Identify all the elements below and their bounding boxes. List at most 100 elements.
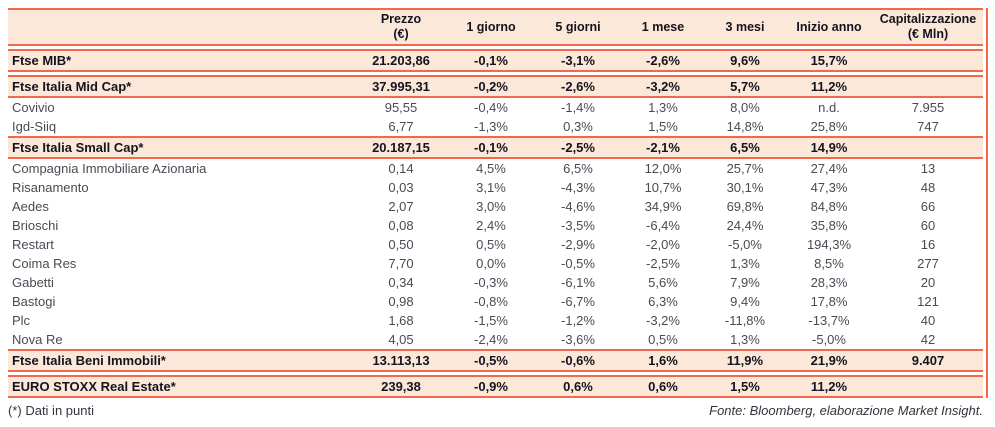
row-value: 12,0% xyxy=(644,161,682,176)
row-value: -11,8% xyxy=(724,313,766,328)
table-row-index: Ftse Italia Beni Immobili* 13.113,13 -0,5%… xyxy=(8,349,983,372)
row-value: 10,7% xyxy=(644,180,682,195)
source-note: Fonte: Bloomberg, elaborazione Market In… xyxy=(709,403,983,418)
row-value: 66 xyxy=(920,199,936,214)
row-value: 277 xyxy=(917,256,939,271)
row-name: Covivio xyxy=(12,100,55,115)
row-value xyxy=(873,138,983,157)
row-value: -2,5% xyxy=(646,256,680,271)
table-row-stock: Risanamento 0,03 3,1% -4,3% 10,7% 30,1% 47,3% 4… xyxy=(8,178,983,197)
row-name: Compagnia Immobiliare Azionaria xyxy=(12,161,207,176)
row-value: 20 xyxy=(920,275,936,290)
row-value: -0,1% xyxy=(474,53,508,68)
row-value: -4,3% xyxy=(561,180,595,195)
row-value: 69,8% xyxy=(726,199,764,214)
row-value: -2,6% xyxy=(646,53,680,68)
header-1-giorno: 1 giorno xyxy=(466,19,516,34)
table-row-stock: Bastogi 0,98 -0,8% -6,7% 6,3% 9,4% 17,8% 121 xyxy=(8,292,983,311)
row-value: 6,5% xyxy=(563,161,593,176)
row-value: -3,2% xyxy=(646,313,680,328)
row-name: EURO STOXX Real Estate* xyxy=(12,379,176,394)
row-value: -2,9% xyxy=(561,237,595,252)
header-3-mesi: 3 mesi xyxy=(725,19,765,34)
row-value: 0,34 xyxy=(388,275,414,290)
row-name: Bastogi xyxy=(12,294,56,309)
row-value: -0,3% xyxy=(474,275,508,290)
row-value: -2,6% xyxy=(561,79,595,94)
row-value: 9.407 xyxy=(911,353,945,368)
row-value: 17,8% xyxy=(810,294,848,309)
table-body: Ftse MIB* 21.203,86 -0,1% -3,1% -2,6% 9,6% 15,… xyxy=(8,49,983,398)
row-value: 1,3% xyxy=(730,256,760,271)
row-value: -0,9% xyxy=(474,379,508,394)
row-value: n.d. xyxy=(818,100,840,115)
row-name: Aedes xyxy=(12,199,49,214)
row-value: 37.995,31 xyxy=(372,79,430,94)
table-footer: (*) Dati in punti Fonte: Bloomberg, elab… xyxy=(8,403,988,418)
row-value: 1,3% xyxy=(730,332,760,347)
row-value: 6,77 xyxy=(388,119,414,134)
row-value: 13.113,13 xyxy=(372,353,430,368)
header-1-mese: 1 mese xyxy=(641,19,685,34)
row-value: -0,8% xyxy=(474,294,508,309)
row-value: 0,6% xyxy=(563,379,593,394)
row-value: 7,70 xyxy=(388,256,414,271)
row-value: 2,4% xyxy=(476,218,506,233)
row-value: 34,9% xyxy=(644,199,682,214)
row-value: 0,14 xyxy=(388,161,414,176)
row-value: 0,50 xyxy=(388,237,414,252)
table-row-index: Ftse MIB* 21.203,86 -0,1% -3,1% -2,6% 9,6% 15,… xyxy=(8,49,983,72)
footnote-dati-in-punti: (*) Dati in punti xyxy=(8,403,94,418)
row-value: 42 xyxy=(920,332,936,347)
table-row-stock: Nova Re 4,05 -2,4% -3,6% 0,5% 1,3% -5,0% 42 xyxy=(8,330,983,349)
row-value xyxy=(873,51,983,70)
row-value: 1,3% xyxy=(648,100,678,115)
row-name: Ftse Italia Mid Cap* xyxy=(12,79,132,94)
table-row-index: EURO STOXX Real Estate* 239,38 -0,9% 0,6% 0,… xyxy=(8,375,983,398)
row-value: 9,4% xyxy=(730,294,760,309)
row-name: Ftse MIB* xyxy=(12,53,72,68)
row-name: Plc xyxy=(12,313,31,328)
price-table: Prezzo (€) 1 giorno 5 giorni 1 mese 3 me… xyxy=(8,8,988,398)
row-value: -6,4% xyxy=(646,218,680,233)
row-value xyxy=(873,377,983,396)
table-row-stock: Aedes 2,07 3,0% -4,6% 34,9% 69,8% 84,8% 66 xyxy=(8,197,983,216)
row-name: Brioschi xyxy=(12,218,59,233)
row-value: 1,5% xyxy=(730,379,760,394)
row-value: -0,2% xyxy=(474,79,508,94)
row-value: 11,9% xyxy=(726,353,764,368)
row-value: 5,7% xyxy=(730,79,760,94)
row-value: 14,9% xyxy=(810,140,848,155)
row-value: -0,5% xyxy=(474,353,508,368)
row-value: 25,7% xyxy=(726,161,764,176)
row-value: 47,3% xyxy=(810,180,848,195)
row-value: 48 xyxy=(920,180,936,195)
table-row-stock: Igd-Siiq 6,77 -1,3% 0,3% 1,5% 14,8% 25,8% 747 xyxy=(8,117,983,136)
row-value: 16 xyxy=(920,237,936,252)
row-value: 95,55 xyxy=(384,100,418,115)
row-value: 11,2% xyxy=(810,379,848,394)
row-value: -6,7% xyxy=(561,294,595,309)
row-value: -6,1% xyxy=(561,275,595,290)
row-value: 747 xyxy=(917,119,939,134)
row-value: -0,5% xyxy=(561,256,595,271)
table-row-index: Ftse Italia Small Cap* 20.187,15 -0,1% -2,5… xyxy=(8,136,983,159)
row-value: 5,6% xyxy=(648,275,678,290)
row-value: 24,4% xyxy=(726,218,764,233)
row-value: 14,8% xyxy=(726,119,764,134)
row-value: 7.955 xyxy=(911,100,945,115)
table-row-stock: Brioschi 0,08 2,4% -3,5% -6,4% 24,4% 35,8% 60 xyxy=(8,216,983,235)
row-value: 21,9% xyxy=(810,353,848,368)
row-value: 1,68 xyxy=(388,313,414,328)
row-value: 1,6% xyxy=(648,353,678,368)
row-value: -2,4% xyxy=(474,332,508,347)
row-value: 4,5% xyxy=(476,161,506,176)
row-value: 0,5% xyxy=(648,332,678,347)
row-value: -3,2% xyxy=(646,79,680,94)
row-value: 84,8% xyxy=(810,199,848,214)
row-value: 0,3% xyxy=(563,119,593,134)
row-value: 1,5% xyxy=(648,119,678,134)
row-value: 3,1% xyxy=(476,180,506,195)
market-insight-table-page: Prezzo (€) 1 giorno 5 giorni 1 mese 3 me… xyxy=(8,8,988,418)
row-value: 9,6% xyxy=(730,53,760,68)
